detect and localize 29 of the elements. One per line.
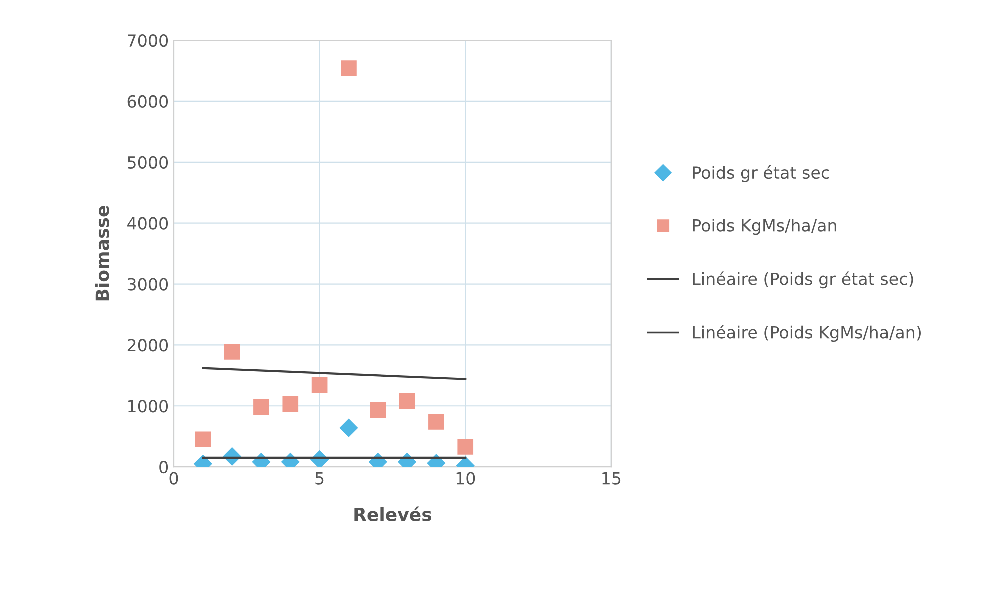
y-tick-label: 5000 bbox=[128, 156, 168, 169]
legend-label: Linéaire (Poids gr état sec) bbox=[693, 272, 914, 289]
x-tick-label: 5 bbox=[316, 472, 324, 485]
point bbox=[254, 399, 270, 416]
y-tick-label: 7000 bbox=[128, 34, 168, 48]
point bbox=[458, 439, 474, 455]
x-axis-title: Relevés bbox=[354, 506, 432, 522]
legend-label: Poids gr état sec bbox=[693, 166, 830, 182]
point bbox=[282, 396, 299, 412]
point bbox=[340, 418, 358, 438]
y-tick-label: 0 bbox=[160, 461, 168, 474]
legend-label: Poids KgMs/ha/an bbox=[693, 219, 836, 236]
y-tick-label: 3000 bbox=[128, 278, 168, 291]
legend-label: Linéaire (Poids KgMs/ha/an) bbox=[693, 325, 921, 342]
y-tick-label: 4000 bbox=[128, 217, 168, 230]
x-tick-label: 0 bbox=[170, 472, 178, 485]
point bbox=[370, 402, 386, 418]
point bbox=[341, 60, 357, 76]
x-tick-label: 10 bbox=[456, 472, 476, 485]
x-tick-label: 15 bbox=[602, 472, 621, 485]
y-axis-title: Biomasse bbox=[95, 206, 110, 301]
point bbox=[224, 344, 240, 360]
point bbox=[399, 393, 416, 410]
point bbox=[312, 377, 328, 394]
point bbox=[195, 432, 212, 448]
y-tick-label: 2000 bbox=[128, 339, 168, 352]
y-tick-label: 1000 bbox=[128, 400, 168, 413]
y-tick-label: 6000 bbox=[128, 95, 168, 108]
point bbox=[428, 414, 444, 430]
